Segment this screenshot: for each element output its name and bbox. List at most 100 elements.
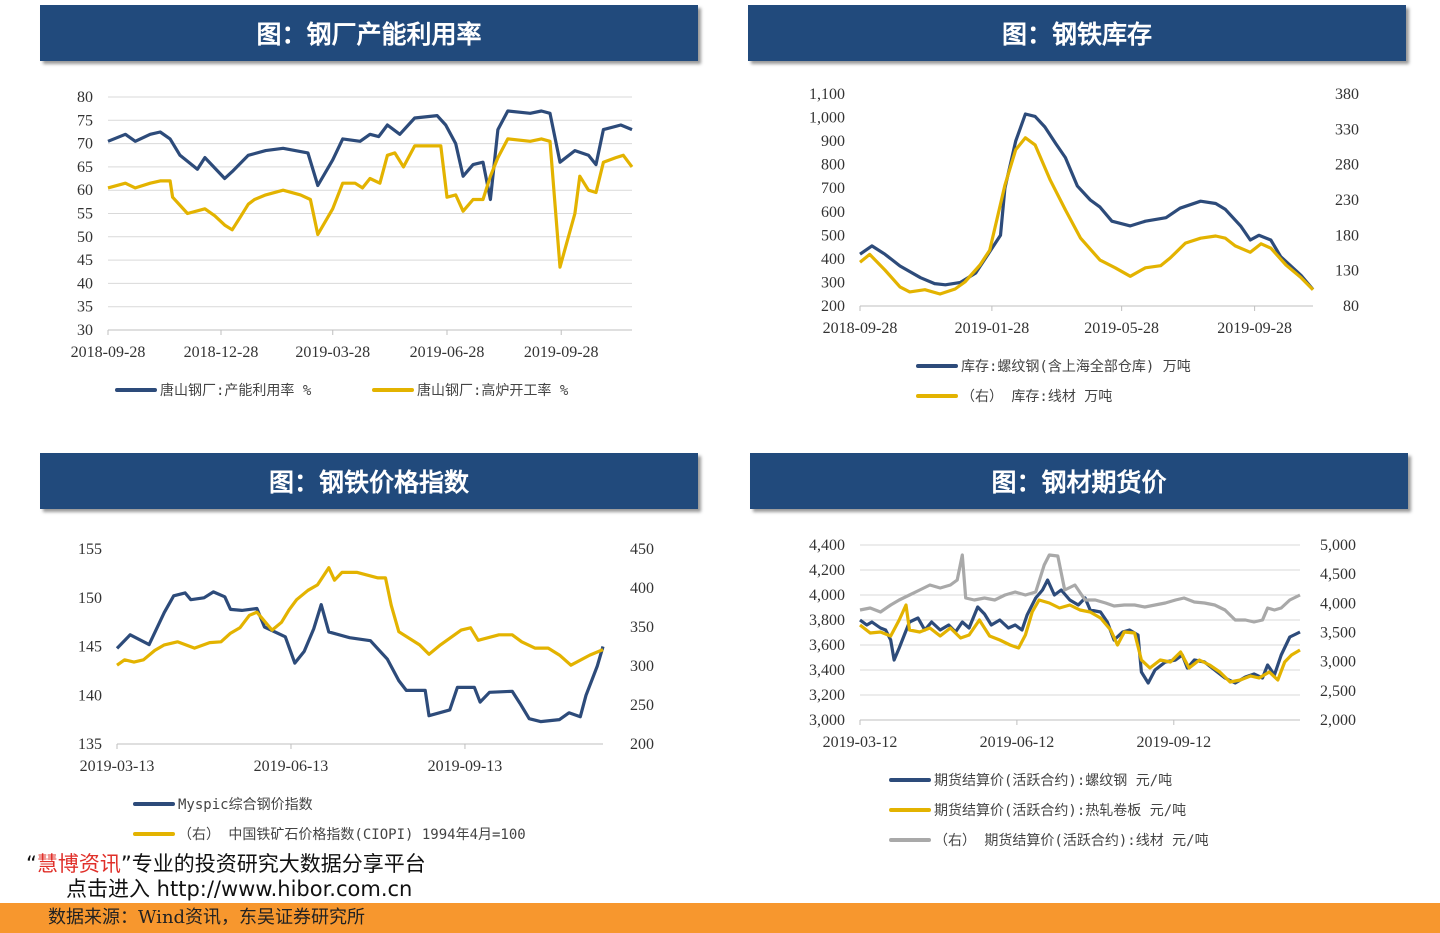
y2-tick-label: 450: [630, 541, 654, 558]
y-tick-label: 70: [77, 136, 93, 153]
legend-label: 期货结算价(活跃合约):螺纹钢 元/吨: [934, 773, 1173, 789]
y-tick-label: 400: [821, 251, 845, 268]
y2-tick-label: 380: [1335, 86, 1359, 103]
y-tick-label: 135: [78, 736, 102, 753]
legend-label: 库存:螺纹钢(含上海全部仓库) 万吨: [961, 359, 1191, 375]
y-tick-label: 600: [821, 204, 845, 221]
y2-tick-label: 230: [1335, 192, 1359, 209]
y-tick-label: 40: [77, 275, 93, 292]
legend-label: （右） 库存:线材 万吨: [961, 389, 1113, 405]
series-line-3: [859, 553, 1301, 624]
legend-swatch: [372, 388, 414, 392]
legend-label: 唐山钢厂:高炉开工率 %: [417, 383, 569, 399]
footer-bar: [0, 903, 1440, 933]
chart-1-title: 图：钢厂产能利用率: [40, 5, 698, 61]
quote-open: “: [26, 852, 37, 876]
watermark-brand: 慧博资讯: [36, 852, 121, 876]
x-tick-label: 2019-03-28: [295, 344, 370, 361]
x-tick-label: 2018-12-28: [184, 344, 259, 361]
y2-tick-label: 3,000: [1320, 654, 1356, 671]
legend-label: 期货结算价(活跃合约):热轧卷板 元/吨: [934, 803, 1187, 819]
y2-tick-label: 2,500: [1320, 683, 1356, 700]
y2-tick-label: 4,500: [1320, 566, 1356, 583]
series-line-2: [858, 136, 1315, 296]
x-tick-label: 2019-09-12: [1136, 734, 1211, 751]
y-tick-label: 3,000: [809, 712, 845, 729]
x-tick-label: 2019-09-28: [524, 344, 599, 361]
legend-label: Myspic综合钢价指数: [178, 797, 313, 813]
series-line-1: [115, 590, 605, 724]
y-tick-label: 4,000: [809, 587, 845, 604]
series-line-2: [116, 566, 604, 667]
chart-1-legend-item-1: 唐山钢厂:产能利用率 %: [115, 380, 311, 400]
y2-tick-label: 80: [1343, 298, 1359, 315]
y-tick-label: 200: [821, 298, 845, 315]
x-tick-label: 2019-01-28: [955, 320, 1030, 337]
y-tick-label: 300: [821, 274, 845, 291]
y-tick-label: 4,200: [809, 562, 845, 579]
legend-label: （右） 中国铁矿石价格指数(CIOPI) 1994年4月=100: [178, 827, 526, 843]
y-tick-label: 65: [77, 159, 93, 176]
legend-swatch: [916, 394, 958, 398]
y-tick-label: 4,400: [809, 537, 845, 554]
chart-4-title: 图：钢材期货价: [750, 453, 1408, 509]
y2-tick-label: 2,000: [1320, 712, 1356, 729]
chart-4: 3,000 3,200 3,400 3,600 3,800 4,000 4,200 4,400…: [809, 537, 1356, 751]
y-tick-label: 3,200: [809, 687, 845, 704]
x-tick-label: 2019-09-28: [1217, 320, 1292, 337]
chart-2: 200 300 400 500 600 700 800 900 1,000 1,100 80 130 1…: [809, 86, 1359, 337]
y-tick-label: 50: [77, 229, 93, 246]
x-tick-label: 2019-06-12: [980, 734, 1055, 751]
watermark-slogan: “慧博资讯”专业的投资研究大数据分享平台: [26, 852, 426, 876]
legend-swatch: [133, 802, 175, 806]
y2-tick-label: 130: [1335, 263, 1359, 280]
legend-swatch: [133, 832, 175, 836]
x-tick-label: 2019-05-28: [1084, 320, 1159, 337]
legend-swatch: [889, 838, 931, 842]
chart-2-title: 图：钢铁库存: [748, 5, 1406, 61]
y2-tick-label: 3,500: [1320, 625, 1356, 642]
x-tick-label: 2018-09-28: [71, 344, 146, 361]
y-tick-label: 75: [77, 112, 93, 129]
y-tick-label: 155: [78, 541, 102, 558]
y-tick-label: 800: [821, 157, 845, 174]
chart-3-legend-item-2: （右） 中国铁矿石价格指数(CIOPI) 1994年4月=100: [133, 824, 526, 844]
y2-tick-label: 200: [630, 736, 654, 753]
legend-swatch: [889, 808, 931, 812]
y-tick-label: 1,100: [809, 86, 845, 103]
y-tick-label: 80: [77, 89, 93, 106]
y-tick-label: 1,000: [809, 110, 845, 127]
y-tick-label: 3,600: [809, 637, 845, 654]
chart-4-legend-item-2: 期货结算价(活跃合约):热轧卷板 元/吨: [889, 800, 1186, 820]
y2-tick-label: 300: [630, 658, 654, 675]
y2-tick-label: 400: [630, 580, 654, 597]
legend-label: 唐山钢厂:产能利用率 %: [160, 383, 312, 399]
chart-3: 135 140 145 150 155 200 250 300 350 400 450 2019-03…: [78, 541, 654, 775]
chart-1-legend-item-2: 唐山钢厂:高炉开工率 %: [372, 380, 568, 400]
chart-4-legend-item-1: 期货结算价(活跃合约):螺纹钢 元/吨: [889, 770, 1172, 790]
y-tick-label: 30: [77, 322, 93, 339]
series-line-1: [859, 112, 1315, 291]
quote-close: ”: [120, 852, 132, 876]
series-line-2: [107, 137, 634, 269]
legend-swatch: [916, 364, 958, 368]
watermark-slogan-text: 专业的投资研究大数据分享平台: [131, 852, 426, 876]
y-tick-label: 3,400: [809, 662, 845, 679]
y-tick-label: 45: [77, 252, 93, 269]
y2-tick-label: 4,000: [1320, 595, 1356, 612]
y2-tick-label: 250: [630, 697, 654, 714]
y-tick-label: 700: [821, 180, 845, 197]
chart-3-legend-item-1: Myspic综合钢价指数: [133, 794, 313, 814]
y-tick-label: 140: [78, 687, 102, 704]
y2-tick-label: 280: [1335, 157, 1359, 174]
chart-2-legend-item-2: （右） 库存:线材 万吨: [916, 386, 1112, 406]
y-tick-label: 60: [77, 182, 93, 199]
x-tick-label: 2019-09-13: [428, 758, 503, 775]
legend-label: （右） 期货结算价(活跃合约):线材 元/吨: [934, 833, 1209, 849]
y2-tick-label: 5,000: [1320, 537, 1356, 554]
y-tick-label: 900: [821, 133, 845, 150]
x-tick-label: 2019-03-12: [823, 734, 898, 751]
y-tick-label: 55: [77, 206, 93, 223]
watermark-link[interactable]: 点击进入 http://www.hibor.com.cn: [66, 877, 413, 901]
data-source: 数据来源：Wind资讯，东吴证券研究所: [48, 907, 366, 928]
